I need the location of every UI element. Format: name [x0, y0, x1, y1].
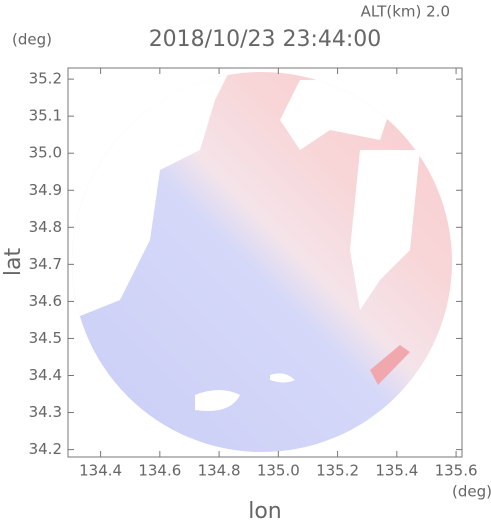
y-tick-label: 34.9: [29, 181, 62, 199]
y-axis-label: lat: [1, 248, 26, 277]
x-tick-label: 134.6: [138, 462, 181, 480]
y-tick-label: 34.4: [29, 366, 62, 384]
radar-field: [72, 72, 452, 452]
x-tick-label: 135.6: [435, 462, 478, 480]
x-tick-label: 134.8: [198, 462, 241, 480]
x-tick-label: 134.4: [79, 462, 122, 480]
y-tick-label: 35.2: [29, 70, 62, 88]
altitude-label: ALT(km) 2.0: [361, 3, 450, 21]
y-tick-label: 34.3: [29, 403, 62, 421]
plot-frame: [67, 67, 463, 458]
y-tick-label: 34.8: [29, 218, 62, 236]
y-tick-label: 35.0: [29, 144, 62, 162]
y-tick-label: 34.6: [29, 292, 62, 310]
y-tick-label: 34.5: [29, 329, 62, 347]
y-tick-label: 34.7: [29, 255, 62, 273]
y-tick-label: 35.1: [29, 107, 62, 125]
x-tick-label: 135.2: [316, 462, 359, 480]
x-axis-label: lon: [248, 499, 282, 521]
y-tick-label: 34.2: [29, 440, 62, 458]
x-tick-label: 135.0: [257, 462, 300, 480]
y-unit: (deg): [12, 31, 52, 49]
chart-title: 2018/10/23 23:44:00: [149, 27, 382, 52]
x-tick-label: 135.4: [375, 462, 418, 480]
x-unit: (deg): [452, 483, 491, 501]
